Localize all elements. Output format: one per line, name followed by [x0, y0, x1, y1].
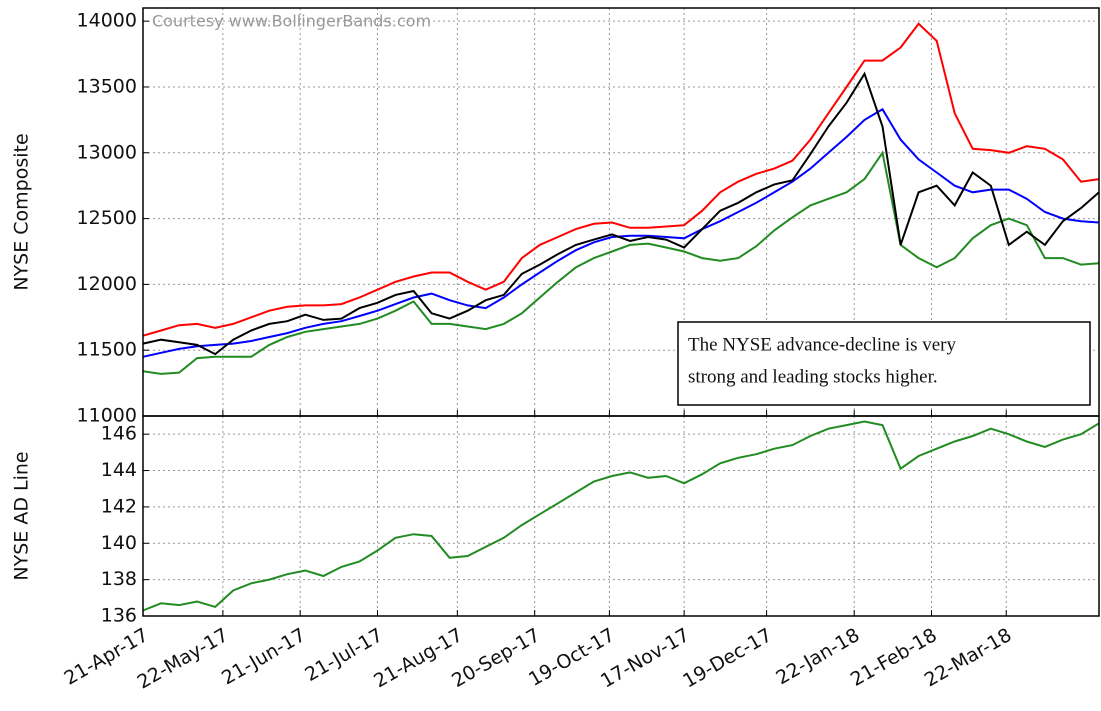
y-tick-label: 144	[101, 459, 137, 481]
y-axis-label: NYSE AD Line	[11, 451, 33, 580]
series-line	[142, 71, 1100, 356]
y-tick-label: 142	[101, 495, 137, 517]
series-line	[142, 150, 1100, 375]
y-tick-label: 11500	[77, 339, 137, 361]
y-tick-label: 146	[101, 423, 137, 445]
y-tick-label: 14000	[77, 10, 137, 32]
watermark: Courtesy www.BollingerBands.com	[152, 12, 431, 31]
y-tick-label: 12500	[77, 207, 137, 229]
y-tick-label: 11000	[77, 405, 137, 427]
x-tick-label: 22-May-17	[134, 624, 232, 694]
y-tick-label: 13000	[77, 141, 137, 163]
y-tick-label: 138	[101, 568, 137, 590]
y-tick-label: 12000	[77, 273, 137, 295]
x-tick-label: 20-Sep-17	[448, 624, 544, 692]
y-tick-label: 140	[101, 532, 137, 554]
y-axis-label: NYSE Composite	[11, 133, 33, 290]
x-tick-label: 19-Dec-17	[679, 624, 776, 692]
series-line	[142, 420, 1100, 612]
x-tick-label: 22-Jan-18	[772, 624, 863, 689]
annotation-line: strong and leading stocks higher.	[688, 366, 938, 387]
y-tick-label: 13500	[77, 75, 137, 97]
y-tick-label: 136	[101, 605, 137, 627]
ad-frame	[142, 415, 1100, 617]
x-tick-label: 21-Aug-17	[370, 624, 467, 692]
series-line	[142, 107, 1100, 358]
series-line	[142, 22, 1100, 337]
x-tick-label: 21-Jun-17	[218, 624, 309, 689]
ad-panel: 13613814014214414621-Apr-1722-May-1721-J…	[60, 416, 1100, 694]
annotation-line: The NYSE advance-decline is very	[688, 334, 957, 355]
annotation-box	[677, 321, 1091, 406]
